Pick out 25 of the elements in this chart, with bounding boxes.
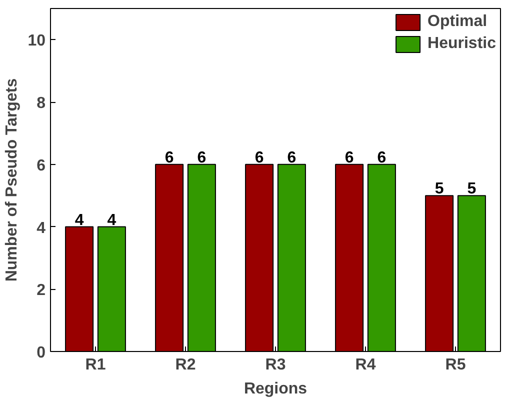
y-tick-label: 8 [36, 95, 46, 112]
y-tick-label: 0 [36, 344, 46, 362]
data-label: 5 [467, 180, 476, 198]
y-axis-title: Number of Pseudo Targets [4, 78, 21, 282]
data-label: 6 [287, 149, 296, 166]
data-label: 6 [254, 149, 264, 166]
data-label: 6 [377, 149, 386, 166]
x-tick-label: R3 [265, 356, 286, 374]
legend-label: Optimal [428, 13, 488, 31]
data-label: 6 [344, 149, 354, 166]
data-label: 4 [107, 212, 116, 229]
y-tick-label: 4 [36, 220, 46, 237]
legend-label: Heuristic [428, 35, 496, 53]
data-label: 6 [164, 149, 174, 166]
x-axis-title: Regions [244, 380, 308, 398]
x-tick-label: R1 [85, 356, 106, 374]
y-tick-label: 2 [36, 282, 46, 300]
x-tick-label: R4 [355, 356, 376, 374]
y-tick-label: 10 [28, 32, 46, 50]
data-label: 4 [74, 212, 84, 229]
x-tick-label: R2 [175, 356, 196, 374]
data-label: 6 [197, 149, 206, 166]
x-tick-label: R5 [445, 356, 466, 374]
data-label: 5 [434, 180, 444, 198]
y-tick-label: 6 [36, 157, 46, 174]
